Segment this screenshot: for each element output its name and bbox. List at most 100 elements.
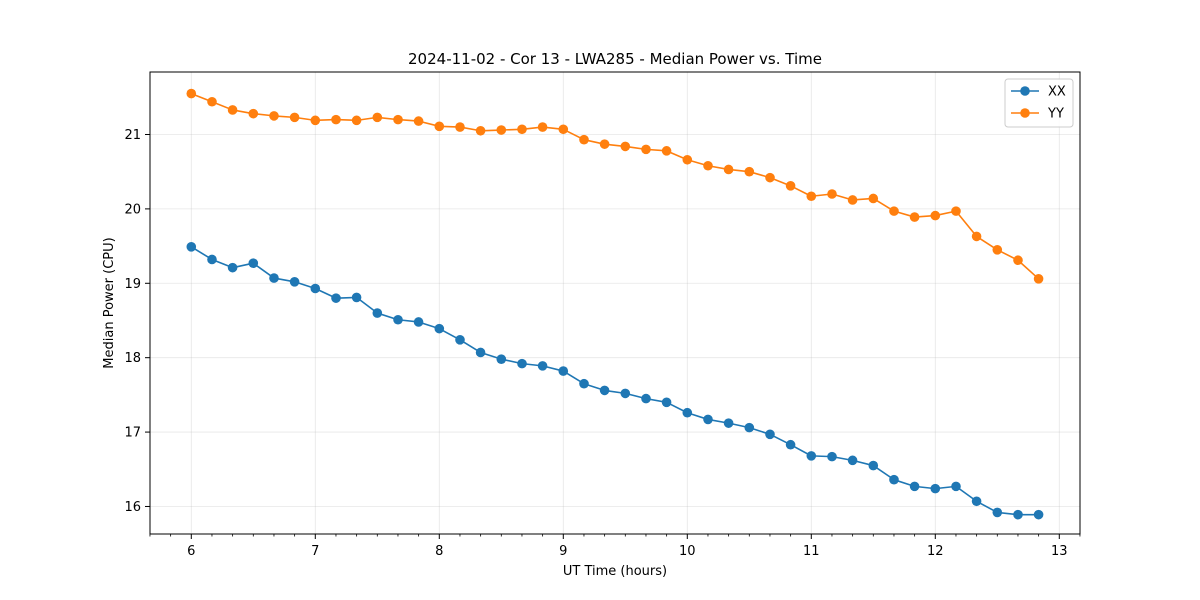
series-xx-point [620,388,631,399]
series-yy-point [992,245,1003,255]
series-xx-point [537,361,548,371]
series-yy-point [785,181,796,191]
series-xx-point [765,429,775,440]
series-xx-point [889,474,899,485]
series-yy-point [744,166,755,177]
series-xx-point [455,335,465,345]
series-yy-point [186,88,197,99]
series-yy-point [1013,255,1023,266]
series-xx-point [847,455,858,466]
series-yy-point [248,108,259,119]
series-xx-point [413,317,424,327]
series-xx-point [682,407,693,418]
x-tick-label: 6 [187,544,195,559]
series-xx-point [992,507,1003,518]
series-xx-point [703,414,713,425]
series-yy-point [641,144,651,155]
y-tick-label: 17 [124,426,141,441]
y-tick-label: 20 [124,202,141,217]
series-yy-point [289,112,300,123]
series-xx-point [558,366,569,376]
series-xx-point [372,308,383,318]
series-xx-point [351,292,362,303]
series-xx-point [930,483,941,494]
series-xx-point [434,323,445,334]
series-yy-point [207,96,217,107]
series-yy-point [847,195,858,205]
series-yy-point [909,212,920,222]
series-xx-point [1013,509,1023,520]
y-tick-label: 18 [124,351,141,366]
x-tick-label: 12 [927,544,944,559]
series-yy-point [889,206,899,216]
x-tick-label: 7 [311,544,319,559]
series-yy-point [827,189,837,199]
series-yy-point [455,122,465,132]
series-yy-point [496,125,507,135]
series-yy-point [393,114,403,125]
series-xx-point [1033,509,1044,520]
plot-frame [149,71,1081,535]
x-tick-label: 10 [679,544,696,559]
series-xx-point [744,422,755,433]
series-yy-point [723,164,734,175]
series-xx-point [868,460,879,471]
series-yy-point [331,114,341,125]
series-xx-point [909,481,920,492]
series-yy-point [475,125,486,136]
y-tick-label: 21 [124,128,141,143]
plot-area-background [150,72,1080,534]
series-layer [186,88,1044,520]
series-yy-point [1033,274,1044,284]
series-xx-point [971,496,982,507]
series-xx-point [496,354,507,364]
x-tick-label: 9 [559,544,567,559]
series-yy-point [269,111,279,121]
series-yy-point [351,115,362,126]
series-yy-point [682,154,693,165]
series-xx-point [827,451,837,462]
x-tick-label: 13 [1051,544,1068,559]
series-yy-point [661,146,672,156]
series-xx-point [641,393,651,404]
series-xx-point [723,418,734,428]
series-yy-point [227,105,238,115]
series-xx-point [248,258,259,268]
series-yy-point [434,121,445,132]
grid-lines [150,72,1080,534]
series-yy-point [599,139,610,149]
legend-xx-marker [1020,86,1030,96]
series-xx-point [269,273,279,283]
x-tick-label: 11 [803,544,820,559]
series-xx-point [186,242,197,252]
legend: XX YY [1004,78,1074,128]
series-xx-point [310,283,321,294]
series-xx-point [806,451,817,461]
series-xx-point [661,397,672,408]
series-yy-point [930,210,941,221]
series-xx-point [599,385,610,396]
series-xx-point [785,439,796,450]
series-yy-point [620,141,631,152]
series-xx-point [207,254,217,265]
series-yy-point [806,191,817,202]
series-xx-point [227,262,238,273]
axes: 6 7 8 9 10 11 12 13 16 17 18 19 20 21 [124,128,1081,559]
x-tick-label: 8 [435,544,443,559]
series-yy-point [517,124,527,135]
series-xx-point [331,293,341,303]
series-yy-point [372,112,383,123]
series-yy-point [971,231,982,242]
series-xx-point [517,358,527,369]
series-xx-point [579,378,589,389]
series-yy-point [537,122,548,132]
series-yy-point [413,116,424,126]
series-yy-point [703,160,713,171]
series-yy-point [951,206,961,216]
series-yy-point [579,134,589,145]
series-yy-point [868,193,879,204]
series-yy-point [765,172,775,183]
series-xx-point [393,314,403,325]
x-axis-label: UT Time (hours) [563,564,667,579]
